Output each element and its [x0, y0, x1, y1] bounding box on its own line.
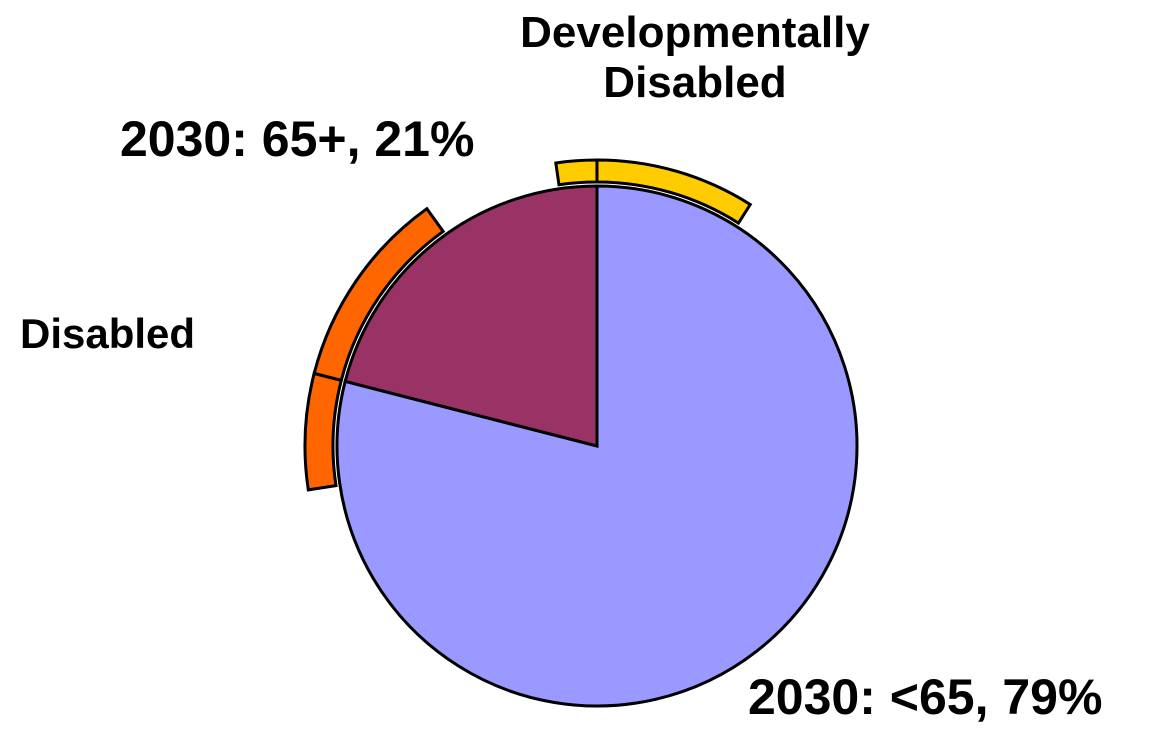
pie-slice [343, 184, 599, 448]
ring-segment [595, 158, 753, 226]
slice-label: 2030: <65, 79% [748, 669, 1103, 725]
ring-label: Developmentally Disabled [520, 8, 870, 107]
ring-label: Disabled [20, 310, 196, 357]
ring-segment [554, 158, 599, 187]
slice-label: 2030: 65+, 21% [120, 111, 475, 167]
pie-slice [335, 184, 859, 708]
ring-segment [312, 206, 446, 383]
